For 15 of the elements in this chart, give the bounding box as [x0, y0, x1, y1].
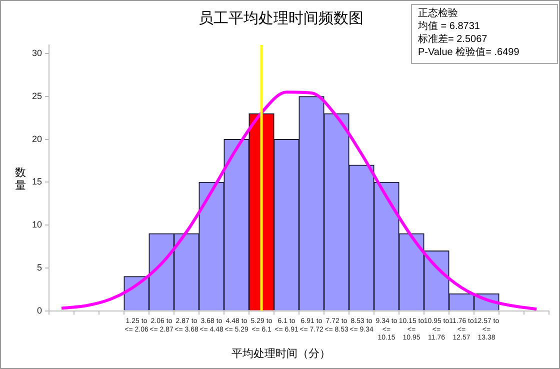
y-tick-label: 0 [36, 305, 42, 316]
chart-title: 员工平均处理时间频数图 [198, 9, 364, 27]
y-tick-label: 25 [32, 90, 42, 101]
text: 正态检验 [418, 7, 459, 20]
annotation: 标准差= 2.5067 [418, 33, 488, 46]
y-tick-label: 10 [32, 220, 42, 230]
line-series [60, 90, 538, 311]
text: 均值 = 6.8731 [418, 20, 481, 33]
y-tick-label: 30 [32, 48, 42, 58]
y-axis-title: 数量 [15, 166, 27, 192]
y-tick-label: 20 [32, 134, 42, 144]
y-tick-label: 5 [36, 262, 42, 272]
x-axis-title: 平均处理时间（分） [230, 346, 332, 361]
y-tick-label: 15 [32, 176, 42, 187]
annotation: P-Value 检验值= .6499 [418, 46, 520, 59]
